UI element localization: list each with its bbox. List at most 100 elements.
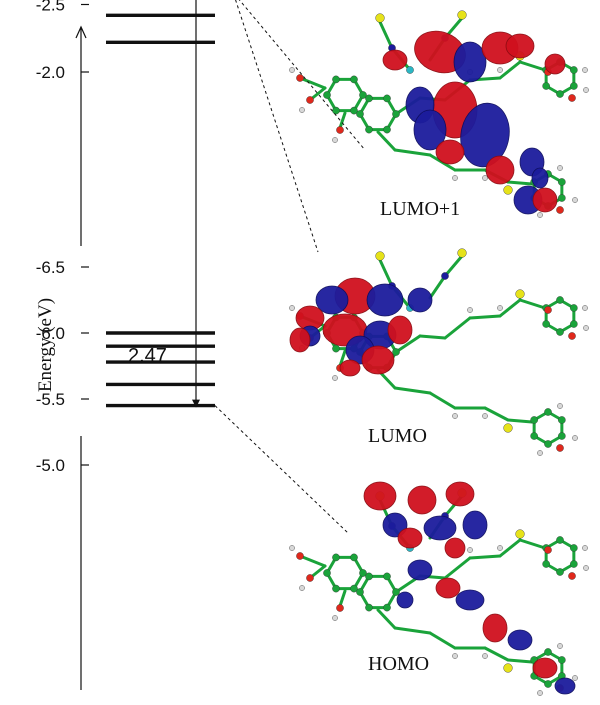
bond: [378, 258, 394, 288]
gap-value-label: 2.47: [128, 345, 167, 367]
atom: [296, 552, 304, 560]
energy-axis: -2.0-2.5-3.0-5.0-5.5-6.0-6.5 Energy (eV): [35, 0, 89, 690]
atom: [570, 304, 578, 312]
atom: [289, 305, 295, 311]
axis-tick-label: -5.5: [36, 390, 65, 409]
bond: [338, 349, 347, 368]
bond: [498, 538, 522, 558]
atom: [558, 416, 566, 424]
atom: [365, 94, 373, 103]
atom: [544, 440, 552, 448]
lumo-plus-1-orbital-image: [289, 10, 589, 218]
bond: [483, 646, 510, 662]
atom: [557, 643, 563, 649]
bond: [338, 589, 347, 608]
atom: [296, 74, 304, 82]
negative-lobe: [366, 283, 404, 317]
atom: [583, 325, 589, 331]
atom: [359, 569, 367, 577]
atom: [582, 67, 588, 73]
atom: [503, 423, 513, 433]
atom: [544, 680, 552, 688]
atom: [299, 585, 305, 591]
negative-lobe: [453, 41, 487, 83]
atom: [392, 348, 400, 356]
atom: [323, 569, 331, 577]
positive-lobe: [363, 481, 397, 511]
bond: [506, 658, 534, 664]
atom: [365, 572, 373, 581]
positive-lobe: [387, 315, 413, 345]
bond: [506, 418, 534, 424]
atom: [452, 175, 458, 181]
bond: [506, 180, 534, 186]
positive-lobe: [289, 327, 311, 353]
atom: [306, 96, 314, 104]
atom: [323, 91, 331, 99]
bond: [428, 391, 457, 410]
atom: [572, 675, 578, 681]
atom: [544, 546, 552, 554]
atom: [568, 332, 576, 340]
axis-tick-label: -6.0: [36, 324, 65, 343]
atom: [497, 67, 503, 73]
atom: [350, 584, 358, 593]
atom: [556, 206, 564, 214]
atom: [332, 75, 340, 84]
atom: [556, 536, 564, 544]
atom: [332, 106, 340, 115]
atom: [544, 648, 552, 656]
atom: [544, 408, 552, 416]
atom: [482, 175, 488, 181]
atom: [306, 574, 314, 582]
positive-lobe: [505, 33, 535, 59]
bond: [376, 130, 397, 152]
orbital-labels: LUMO+1 LUMO HOMO: [368, 198, 460, 675]
atom: [332, 137, 338, 143]
bond: [394, 334, 422, 354]
negative-lobe: [407, 559, 433, 581]
atom: [557, 165, 563, 171]
bond: [468, 554, 502, 560]
band-gap: 2.47: [128, 0, 200, 408]
bond: [518, 538, 547, 550]
bond: [468, 314, 502, 320]
bond: [483, 406, 510, 422]
negative-lobe: [462, 510, 488, 540]
orbital-connector: [235, 0, 319, 253]
atom: [537, 690, 543, 696]
atom: [332, 553, 340, 562]
atom: [542, 320, 550, 328]
positive-lobe: [397, 527, 423, 549]
atom: [503, 663, 513, 673]
bond: [378, 20, 394, 50]
negative-lobe: [423, 515, 457, 541]
bond: [498, 60, 522, 80]
axis-tick-label: -6.5: [36, 258, 65, 277]
atom: [356, 588, 364, 596]
atom: [441, 272, 449, 280]
orbital-connectors: [214, 0, 366, 534]
axis-ticks: -2.0-2.5-3.0-5.0-5.5-6.0-6.5: [36, 0, 89, 475]
positive-lobe: [532, 657, 558, 679]
atom: [375, 13, 385, 23]
atom: [537, 450, 543, 456]
bond: [498, 298, 522, 318]
atom: [537, 212, 543, 218]
negative-lobe: [455, 589, 485, 611]
atom: [556, 296, 564, 304]
atom: [568, 94, 576, 102]
atom: [497, 545, 503, 551]
atom: [289, 67, 295, 73]
atom: [583, 87, 589, 93]
positive-lobe: [407, 485, 437, 515]
axis-tick-label: -2.5: [36, 0, 65, 15]
orbital-connector: [214, 405, 349, 534]
atom: [557, 403, 563, 409]
atom: [452, 653, 458, 659]
negative-lobe: [407, 287, 433, 313]
atom: [383, 572, 391, 581]
negative-lobe: [531, 167, 549, 189]
atom: [542, 82, 550, 90]
atom: [558, 178, 566, 186]
